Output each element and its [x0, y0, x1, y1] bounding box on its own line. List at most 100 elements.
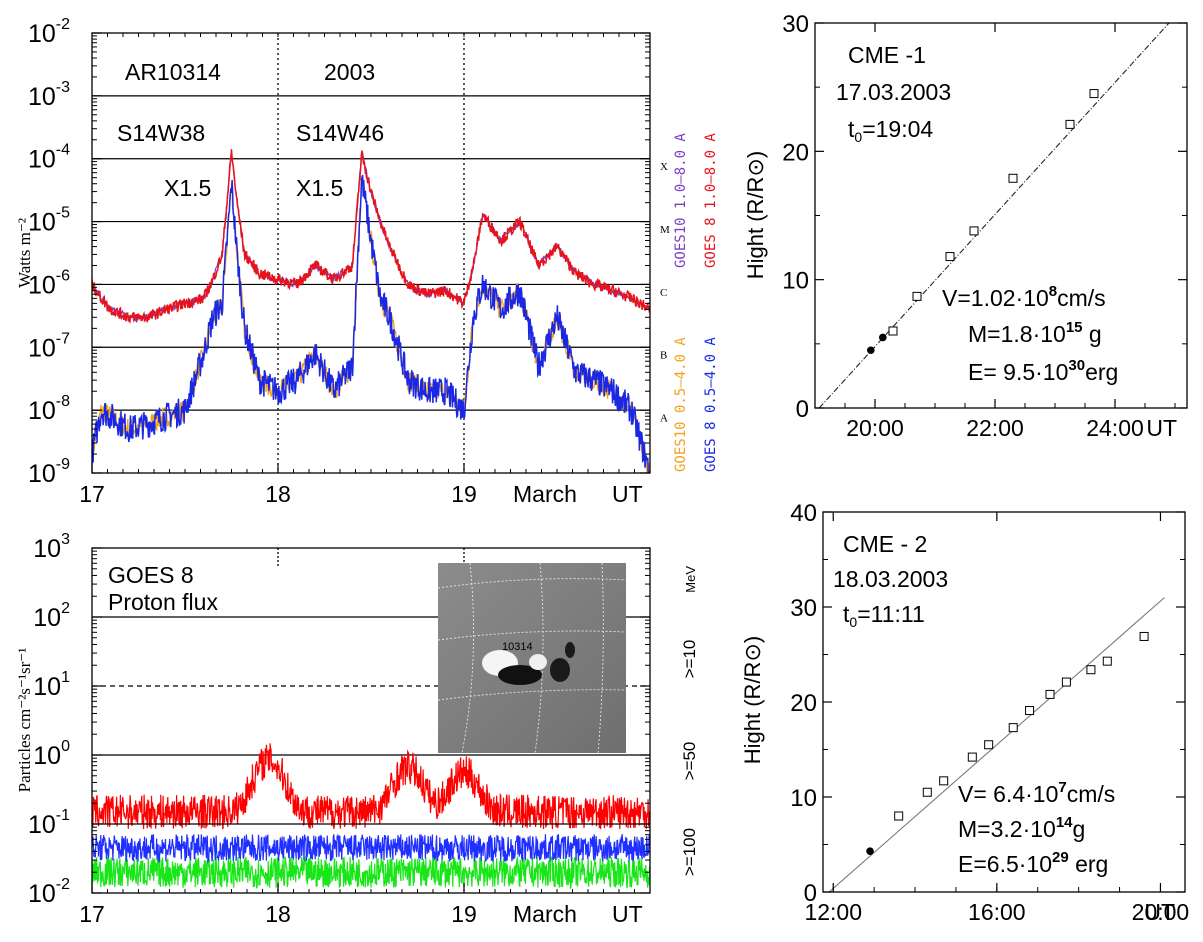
cme1-ytick-label: 30 [782, 11, 809, 38]
xray-ytick-label-exp: -9 [56, 456, 70, 473]
xray-ytick-label-base: 10 [28, 209, 56, 237]
cme2-param-suffix: g [1073, 816, 1086, 842]
xray-ytick-label-exp: -4 [56, 142, 70, 159]
cme2-open-point [984, 740, 994, 750]
cme1-ut-label: UT [1146, 415, 1177, 441]
cme2-open-point [894, 811, 904, 821]
xray-annot-flare2: X1.5 [296, 175, 343, 201]
cme2-open-point [1045, 689, 1055, 699]
xray-x-ticks: 17 18 19 March UT [79, 33, 651, 507]
cme2-param: E=6.5·1029 erg [958, 849, 1108, 877]
cme1-date: 17.03.2003 [836, 79, 951, 105]
cme2-filled-point [866, 847, 874, 855]
proton-xtick-label: 19 [451, 901, 477, 927]
proton-ytick-label-base: 10 [28, 880, 56, 908]
xray-annot-loc1: S14W38 [117, 120, 205, 146]
xray-ytick-label-exp: -7 [56, 330, 70, 347]
proton-ytick-label-base: 10 [28, 811, 56, 839]
cme2-ylabel: Hight (R/R⊙) [740, 636, 765, 764]
cme2-t0: t0=11:11 [843, 601, 925, 630]
xray-annot-region: AR10314 [125, 59, 221, 85]
proton-ytick-label-exp: 2 [61, 600, 70, 617]
cme1-xtick-label: 22:00 [966, 415, 1024, 441]
proton-ytick-label: 100 [33, 738, 70, 770]
cme2-param-suffix: erg [1069, 851, 1109, 877]
proton-ytick-label-base: 10 [33, 742, 61, 770]
cme2-ytick-label: 10 [790, 785, 817, 812]
cme1-filled-point [867, 346, 875, 355]
cme2-ytick-label: 30 [790, 595, 817, 622]
cme2-ytick-label: 20 [790, 690, 817, 717]
cme2-param-prefix: V= 6.4·10 [958, 781, 1058, 807]
proton-ylabel: Particles cm⁻²s⁻¹sr⁻¹ [15, 648, 34, 793]
cme1-ytick-label: 10 [782, 268, 809, 295]
xray-ytick-label: 10-6 [28, 267, 70, 299]
legend-goes10-short: GOES10 0.5–4.0 A [673, 337, 689, 472]
legend-p100: >=100 [680, 828, 699, 876]
cme1-param-suffix: g [1083, 321, 1102, 347]
cme2-param-exp: 7 [1058, 779, 1066, 796]
legend-p10: >=10 [680, 640, 699, 679]
proton-ytick-label-base: 10 [33, 604, 61, 632]
magnetogram-inset: 10314 [437, 562, 627, 754]
cme1-fit-line [818, 22, 1170, 409]
cme1-t0-value: =19:04 [862, 116, 933, 142]
cme1-open-point [1065, 119, 1075, 129]
cme1-param-prefix: M=1.8·10 [968, 321, 1066, 347]
xray-ytick-label: 10-2 [28, 16, 70, 48]
cme1-ylabel: Hight (R/R⊙) [743, 151, 768, 279]
magnetogram-white-spot-2 [529, 654, 547, 670]
cme2-title: CME - 2 [843, 531, 927, 557]
xray-ytick-label-base: 10 [28, 83, 56, 111]
cme2-param-suffix: cm/s [1067, 781, 1116, 807]
cme1-marks [818, 22, 1170, 409]
cme1-param-prefix: V=1.02·10 [942, 285, 1049, 311]
cme2-ut-label: UT [1144, 899, 1175, 925]
xray-annot-year: 2003 [324, 59, 375, 85]
cme2-ytick-label: 40 [790, 500, 817, 527]
cme2-open-point [922, 787, 932, 797]
cme2-open-point [1139, 631, 1149, 641]
proton-ytick-label-exp: 0 [61, 738, 70, 755]
cme2-xtick-label: 20:00 [1132, 899, 1190, 925]
proton-ut-label: UT [612, 901, 643, 927]
cme2-open-point [1061, 677, 1071, 687]
xray-ytick-label-base: 10 [28, 271, 56, 299]
xray-ylabel: Watts m⁻² [15, 218, 34, 288]
series-p10 [92, 743, 650, 830]
cme2-params: V= 6.4·107cm/s M=3.2·1014g E=6.5·1029 erg [958, 779, 1115, 877]
xray-ytick-label-exp: -8 [56, 393, 70, 410]
cme1-param: V=1.02·108cm/s [942, 283, 1106, 311]
xray-class-label: B [660, 350, 667, 362]
cme1-open-point [969, 226, 979, 236]
xray-ytick-label-base: 10 [28, 334, 56, 362]
series-goes8-short [92, 174, 650, 473]
proton-ytick-label: 10-2 [28, 876, 70, 908]
xray-ytick-label-exp: -3 [56, 79, 70, 96]
proton-ytick-label-base: 10 [33, 673, 61, 701]
cme1-params: V=1.02·108cm/s M=1.8·1015 g E= 9.5·1030erg [942, 283, 1118, 385]
proton-xtick-label: 18 [265, 901, 291, 927]
cme1-title: CME -1 [848, 42, 926, 68]
legend-goes10-long: GOES10 1.0–8.0 A [673, 133, 689, 268]
cme2-t0-value: =11:11 [857, 601, 925, 627]
xray-ut-label: UT [612, 481, 643, 507]
xray-ytick-label-exp: -6 [56, 267, 70, 284]
magnetogram-label: 10314 [502, 641, 533, 653]
cme2-t0-sub: 0 [849, 614, 857, 630]
cme2-t0-t: t [843, 601, 850, 627]
proton-ytick-label-base: 10 [33, 535, 61, 563]
xray-annot-flare1: X1.5 [164, 175, 211, 201]
cme2-open-point [1086, 665, 1096, 675]
xray-xtick-label: 17 [79, 481, 105, 507]
xray-ytick-label: 10-4 [28, 142, 70, 174]
cme1-open-point [945, 252, 955, 262]
cme2-param-prefix: E=6.5·10 [958, 851, 1052, 877]
xray-legend: GOES10 1.0–8.0 A GOES 8 1.0–8.0 A GOES10… [673, 133, 719, 472]
cme1-ytick-label: 0 [796, 396, 809, 423]
proton-ytick-label-exp: 3 [61, 531, 70, 548]
proton-ytick-label-exp: 1 [61, 669, 70, 686]
